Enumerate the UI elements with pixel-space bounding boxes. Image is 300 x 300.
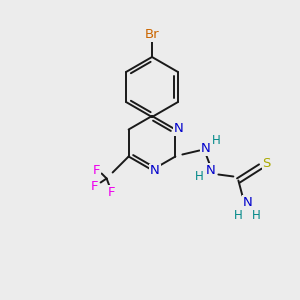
Text: H: H: [212, 134, 221, 147]
Text: Br: Br: [145, 28, 159, 41]
Text: N: N: [173, 122, 183, 135]
Text: F: F: [91, 180, 98, 193]
Text: S: S: [262, 157, 271, 170]
Text: N: N: [150, 164, 160, 178]
Text: H: H: [252, 209, 261, 222]
Text: F: F: [93, 164, 100, 177]
Text: N: N: [242, 196, 252, 209]
Text: N: N: [206, 164, 215, 177]
Text: N: N: [200, 142, 210, 155]
Text: H: H: [195, 170, 204, 183]
Text: H: H: [234, 209, 243, 222]
Text: F: F: [108, 186, 116, 199]
